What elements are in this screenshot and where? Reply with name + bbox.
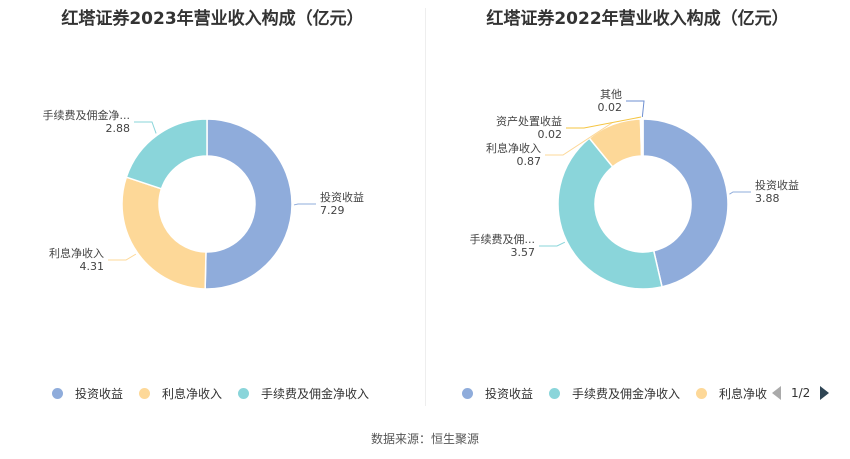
legend-label: 投资收益 — [75, 386, 124, 401]
legend-dot-icon — [238, 387, 250, 399]
label-line-3 — [566, 116, 642, 129]
panel-divider — [425, 8, 426, 406]
pie-slice-0[interactable] — [204, 118, 293, 290]
label-line-2 — [545, 122, 613, 156]
legend-item-1[interactable]: 利息净收入 — [139, 385, 222, 402]
slice-label-2: 手续费及佣金净... — [43, 108, 131, 122]
label-line-1 — [539, 241, 566, 247]
legend-item-0[interactable]: 投资收益 — [462, 385, 533, 402]
pager-text: 1/2 — [791, 386, 811, 400]
slice-value-1: 3.57 — [511, 246, 536, 259]
slice-value-0: 7.29 — [320, 204, 345, 217]
chart-title-2023: 红塔证券2023年营业收入构成（亿元） — [61, 9, 364, 29]
slice-value-0: 3.88 — [755, 192, 780, 205]
slice-value-4: 0.02 — [598, 101, 623, 114]
slice-value-2: 0.87 — [517, 155, 542, 168]
legend-dot-icon — [549, 387, 561, 399]
label-line-1 — [108, 253, 137, 261]
legend-item-2[interactable]: 利息净收 — [696, 385, 767, 402]
slice-label-0: 投资收益 — [320, 190, 364, 204]
pager-next-icon[interactable] — [820, 386, 830, 400]
slice-label-0: 投资收益 — [755, 178, 799, 192]
legend-2022: 投资收益 手续费及佣金净收入 利息净收 — [462, 384, 783, 402]
pie-slice-2[interactable] — [125, 118, 208, 190]
legend-item-0[interactable]: 投资收益 — [52, 385, 123, 402]
pie-slice-1[interactable] — [557, 137, 663, 290]
legend-label: 利息净收入 — [162, 386, 223, 401]
legend-label: 手续费及佣金净收入 — [261, 386, 370, 401]
legend-item-1[interactable]: 手续费及佣金净收入 — [549, 385, 680, 402]
legend-label: 利息净收 — [719, 386, 768, 401]
legend-label: 投资收益 — [485, 386, 534, 401]
data-source: 数据来源：恒生聚源 — [370, 432, 479, 446]
legend-dot-icon — [139, 387, 151, 399]
chart-2022: 红塔证券2022年营业收入构成（亿元） 投资收益 3.88 手续费及佣... 3.57… — [425, 0, 850, 410]
pie-slice-0[interactable] — [642, 118, 729, 288]
legend-item-2[interactable]: 手续费及佣金净收入 — [238, 385, 369, 402]
slice-value-2: 2.88 — [106, 122, 131, 135]
label-line-0 — [293, 203, 316, 206]
legend-dot-icon — [52, 387, 63, 399]
label-line-4 — [626, 100, 645, 118]
slice-label-3: 资产处置收益 — [496, 114, 562, 128]
pie-slice-4[interactable] — [640, 118, 644, 157]
label-line-0 — [729, 191, 751, 195]
chart-2023: 红塔证券2023年营业收入构成（亿元） 投资收益 7.29 利息净收入 4.31 手续费… — [0, 0, 425, 410]
legend-label: 手续费及佣金净收入 — [572, 386, 681, 401]
pie-slice-1[interactable] — [121, 176, 207, 290]
legend-dot-icon — [696, 387, 708, 399]
slice-label-2: 利息净收入 — [486, 141, 541, 155]
chart-title-2022: 红塔证券2022年营业收入构成（亿元） — [486, 9, 789, 29]
slice-value-3: 0.02 — [538, 128, 563, 141]
slice-label-1: 利息净收入 — [49, 246, 104, 260]
pager-prev-icon[interactable] — [772, 386, 781, 400]
legend-pager: 1/2 — [770, 384, 830, 402]
slice-value-1: 4.31 — [80, 260, 105, 273]
label-line-2 — [134, 121, 157, 134]
slice-label-1: 手续费及佣... — [470, 232, 536, 246]
slice-label-4: 其他 — [600, 88, 622, 101]
legend-2023: 投资收益 利息净收入 手续费及佣金净收入 — [52, 384, 385, 402]
pie-2022: 投资收益3.88手续费及佣...3.57利息净收入0.87资产处置收益0.02其… — [470, 88, 799, 290]
legend-dot-icon — [462, 387, 473, 399]
